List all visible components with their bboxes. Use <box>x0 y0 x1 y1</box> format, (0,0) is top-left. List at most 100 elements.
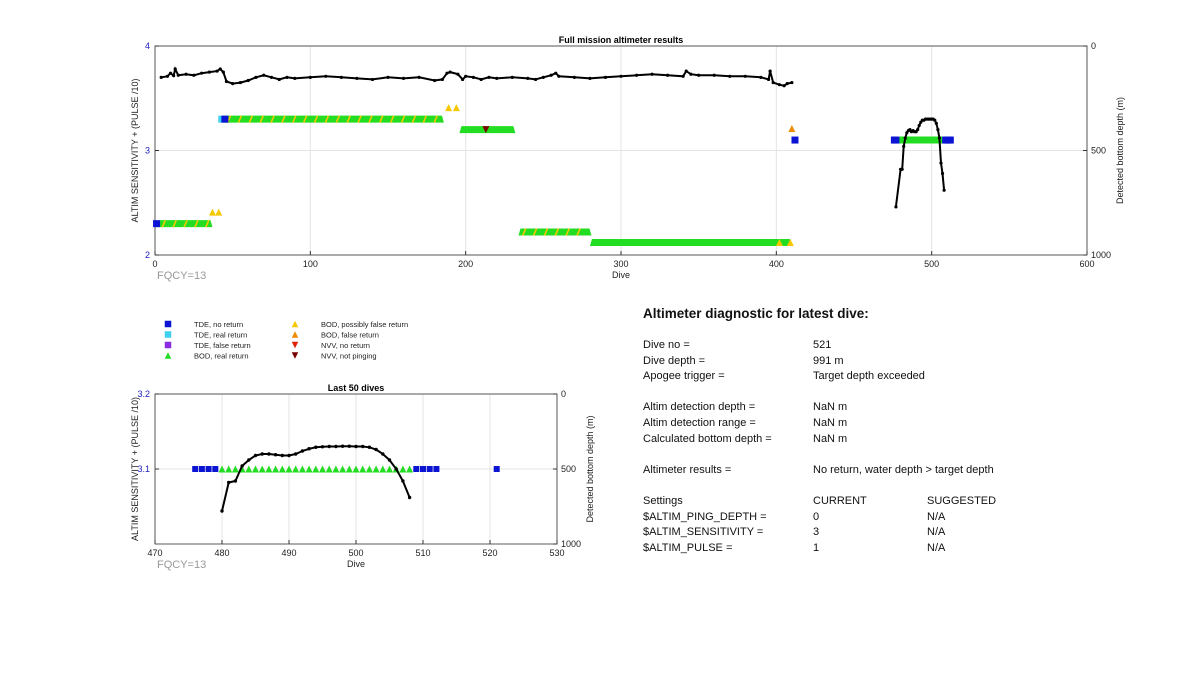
depth-point <box>334 444 338 449</box>
dive-no-row: Dive no = 521 <box>643 338 1183 354</box>
bod-real-return-marker <box>278 465 286 473</box>
depth-point <box>254 75 258 79</box>
y-tick-label: 2 <box>145 250 150 260</box>
legend-label: NVV, no return <box>321 341 370 350</box>
x-tick-label: 520 <box>482 548 497 558</box>
current-label: CURRENT <box>813 494 867 507</box>
depth-point <box>285 75 289 79</box>
apogee-label: Apogee trigger = <box>643 370 725 383</box>
bod-real-return-band <box>223 115 444 123</box>
depth-point <box>942 188 946 192</box>
bod-real-return-marker <box>332 465 340 473</box>
depth-point <box>448 70 452 74</box>
bod-possibly-false-stroke <box>161 219 167 228</box>
altim-depth-label: Altim detection depth = <box>643 401 756 414</box>
legend-marker <box>164 331 172 338</box>
depth-point <box>936 128 940 132</box>
depth-point <box>554 71 558 75</box>
bod-real-return-marker <box>406 465 414 473</box>
pulse-label: $ALTIM_PULSE = <box>643 541 733 554</box>
depth-point <box>262 73 266 77</box>
depth-point <box>172 74 176 78</box>
bod-real-return-marker <box>292 465 300 473</box>
altim-range-label: Altim detection range = <box>643 416 756 429</box>
depth-point <box>307 447 311 451</box>
depth-point <box>766 77 771 82</box>
dive-depth-row: Dive depth = 991 m <box>643 354 1183 370</box>
depth-point <box>287 453 291 458</box>
legend-label: TDE, no return <box>194 320 243 329</box>
depth-point <box>200 71 204 75</box>
bod-possibly-false-stroke <box>324 115 330 123</box>
pulse-current: 1 <box>813 541 820 554</box>
bod-possibly-false-stroke <box>270 115 275 123</box>
depth-point <box>777 83 782 87</box>
tde-no-return-marker <box>192 466 199 472</box>
depth-point <box>712 73 716 77</box>
depth-point <box>168 71 173 75</box>
legend-marker <box>291 352 299 359</box>
bod-possibly-false-stroke <box>346 115 351 123</box>
depth-point <box>526 76 530 80</box>
depth-point <box>314 445 318 449</box>
y-tick-label: 4 <box>145 41 150 51</box>
bod-possibly-false-stroke <box>521 228 527 236</box>
sensitivity-suggested: N/A <box>927 526 946 539</box>
bod-real-return-band <box>897 136 945 144</box>
altim-range-value: NaN m <box>813 416 848 429</box>
depth-point <box>940 171 945 176</box>
depth-point <box>224 79 229 84</box>
y-tick-label: 3 <box>145 146 150 156</box>
tde-no-return-marker <box>198 466 205 472</box>
x-axis-label: Dive <box>612 270 630 280</box>
depth-point <box>269 75 274 79</box>
depth-point <box>355 76 359 80</box>
bod-possibly-false-stroke <box>565 228 570 236</box>
fqcy-annotation: FQCY=13 <box>157 270 206 282</box>
depth-point <box>367 445 372 449</box>
fqcy-annotation: FQCY=13 <box>157 559 206 571</box>
depth-point <box>681 74 685 78</box>
legend-marker <box>291 341 299 349</box>
depth-point <box>294 452 298 456</box>
depth-point <box>487 75 491 79</box>
bod-possibly-false-stroke <box>357 115 362 123</box>
x-tick-label: 500 <box>924 259 939 269</box>
calc-bottom-row: Calculated bottom depth = NaN m <box>643 432 1183 448</box>
results-row: Altimeter results = No return, water dept… <box>643 463 1183 479</box>
depth-point <box>697 73 701 77</box>
depth-point <box>260 452 264 456</box>
x-tick-label: 400 <box>769 259 784 269</box>
y2-tick-label: 1000 <box>561 539 581 549</box>
calc-bottom-value: NaN m <box>813 432 848 445</box>
depth-point <box>192 73 196 77</box>
legend-label: TDE, real return <box>194 331 247 340</box>
depth-point <box>619 74 623 78</box>
bod-possibly-false-stroke <box>205 219 210 228</box>
depth-point <box>374 447 378 452</box>
depth-point <box>233 479 238 483</box>
bod-real-return-marker <box>312 465 320 473</box>
bod-possibly-false-stroke <box>248 115 254 123</box>
depth-point <box>900 167 904 171</box>
bod-real-return-marker <box>325 465 333 473</box>
depth-point <box>495 76 499 80</box>
depth-point <box>902 144 906 148</box>
bod-real-return-marker <box>365 465 373 473</box>
y-tick-label: 3.2 <box>137 389 150 399</box>
depth-point <box>934 121 938 125</box>
apogee-value: Target depth exceeded <box>813 370 925 383</box>
tde-no-return-marker <box>205 466 212 472</box>
depth-point <box>370 77 375 82</box>
depth-point <box>456 72 460 76</box>
x-tick-label: 500 <box>348 548 363 558</box>
depth-point <box>785 82 789 86</box>
bod-possibly-false-stroke <box>422 115 428 123</box>
depth-point <box>689 72 693 76</box>
y2-tick-label: 500 <box>1091 146 1106 156</box>
bod-possibly-false-stroke <box>292 115 297 123</box>
bod-real-return-marker <box>319 465 326 473</box>
depth-point <box>347 444 351 448</box>
depth-point <box>324 74 328 78</box>
